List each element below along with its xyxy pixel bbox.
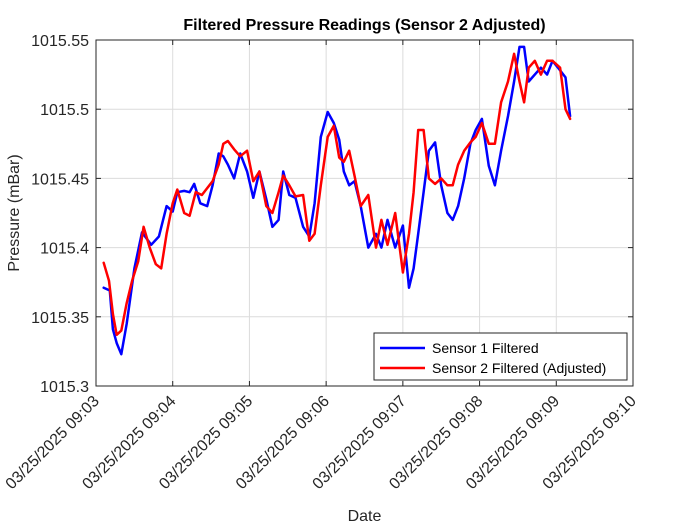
plot-frame	[95, 39, 634, 387]
series-line-sensor-1	[102, 45, 572, 356]
legend-label-sensor-2: Sensor 2 Filtered (Adjusted)	[432, 360, 606, 376]
chart-title: Filtered Pressure Readings (Sensor 2 Adj…	[183, 17, 545, 34]
legend-box	[373, 332, 628, 381]
y-tick-label: 1015.4	[40, 241, 89, 258]
y-axis-label: Pressure (mBar)	[6, 154, 23, 271]
y-tick-label: 1015.35	[31, 310, 89, 327]
y-tick-label: 1015.55	[31, 33, 89, 50]
series-line-sensor-2	[102, 52, 572, 337]
legend: Sensor 1 Filtered Sensor 2 Filtered (Adj…	[373, 332, 628, 381]
series-lines	[102, 45, 572, 356]
y-tick-label: 1015.3	[40, 379, 89, 396]
legend-label-sensor-1: Sensor 1 Filtered	[432, 340, 539, 356]
y-tick-label: 1015.45	[31, 171, 89, 188]
x-axis-label: Date	[348, 508, 382, 525]
y-tick-label: 1015.5	[40, 102, 89, 119]
